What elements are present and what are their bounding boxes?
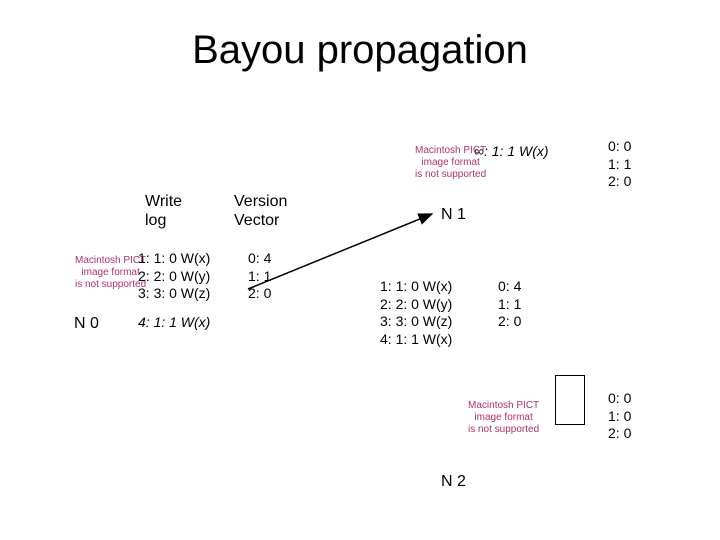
empty-rect bbox=[555, 375, 585, 425]
propagation-arrow bbox=[0, 0, 720, 540]
n2-label: N 2 bbox=[441, 472, 466, 491]
placeholder-icon: Macintosh PICT image format is not suppo… bbox=[468, 400, 539, 436]
n1-write-log-after: 1: 1: 0 W(x) 2: 2: 0 W(y) 3: 3: 0 W(z) 4… bbox=[380, 278, 452, 348]
n1-vv-after: 0: 4 1: 1 2: 0 bbox=[498, 278, 521, 331]
n2-vv: 0: 0 1: 0 2: 0 bbox=[608, 390, 631, 443]
